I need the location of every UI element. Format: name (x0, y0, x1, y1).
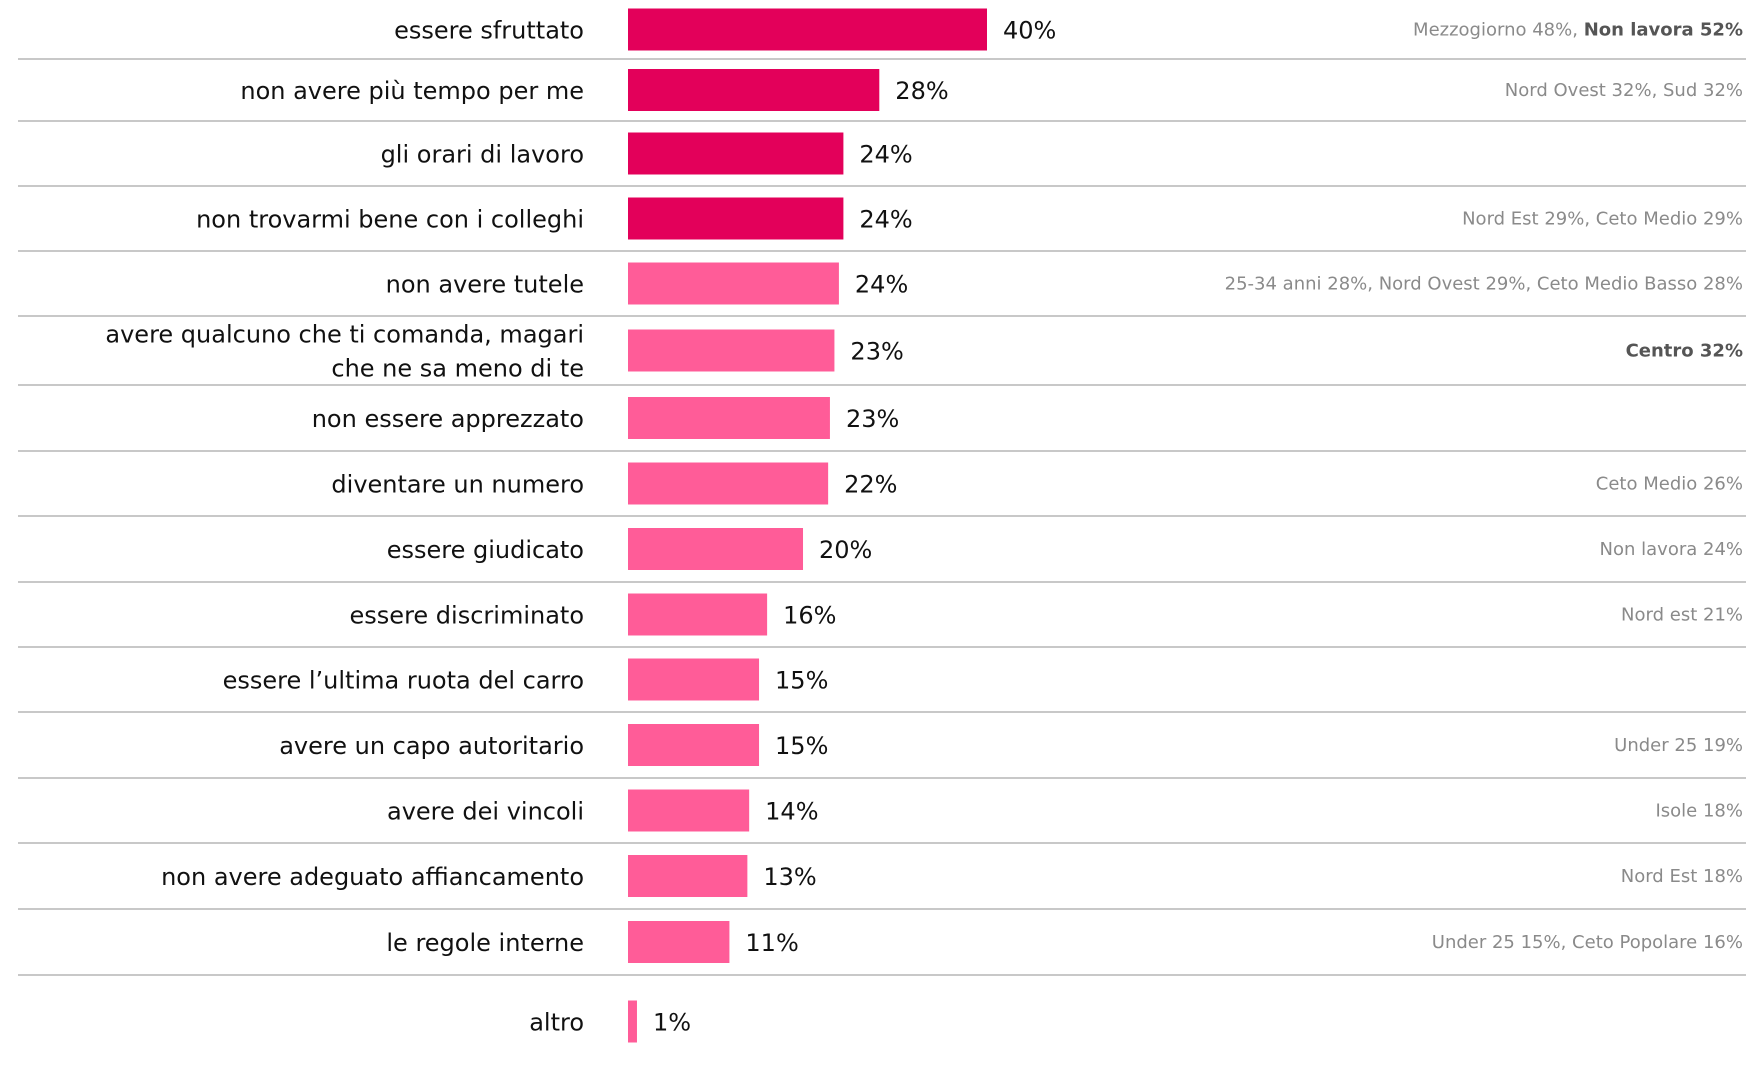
value-label: 13% (763, 863, 816, 891)
segment-note: Nord Est 29%, Ceto Medio 29% (1462, 209, 1743, 230)
category-label: altro (529, 1009, 584, 1037)
category-label: diventare un numero (331, 471, 584, 499)
segment-note-part: Under 25 15%, Ceto Popolare 16% (1432, 932, 1743, 953)
value-label: 22% (844, 471, 897, 499)
category-label: gli orari di lavoro (381, 141, 584, 169)
bar (628, 197, 844, 240)
value-label: 28% (895, 77, 948, 105)
segment-note-part: Isole 18% (1655, 801, 1743, 822)
category-label: essere giudicato (387, 536, 584, 564)
category-label: non trovarmi bene con i colleghi (196, 206, 584, 234)
value-label: 40% (1003, 17, 1056, 45)
segment-note: Non lavora 24% (1600, 539, 1743, 560)
category-label-line: che ne sa meno di te (331, 355, 584, 383)
category-label: essere l’ultima ruota del carro (223, 667, 584, 695)
category-label: non avere più tempo per me (240, 77, 584, 105)
segment-note: Nord est 21% (1621, 605, 1743, 626)
segment-note: Under 25 15%, Ceto Popolare 16% (1432, 932, 1743, 953)
bar (628, 132, 844, 175)
segment-note: Ceto Medio 26% (1596, 474, 1743, 495)
category-label: avere qualcuno che ti comanda, magari che… (105, 321, 584, 383)
segment-note-part: Non lavora 24% (1600, 539, 1743, 560)
segment-note: Nord Est 18% (1621, 866, 1743, 887)
segment-note: Isole 18% (1655, 801, 1743, 822)
bar (628, 593, 768, 636)
value-label: 15% (775, 732, 828, 760)
bar (628, 397, 830, 439)
segment-note: Mezzogiorno 48%, Non lavora 52% (1413, 20, 1743, 41)
category-label: avere un capo autoritario (279, 732, 584, 760)
segment-note-part: Nord Ovest 32%, Sud 32% (1505, 80, 1743, 101)
bar (628, 855, 748, 897)
bar (628, 462, 829, 505)
category-label: essere discriminato (350, 602, 584, 630)
bar (628, 329, 835, 372)
bar (628, 8, 987, 51)
segment-note-part: Centro 32% (1626, 341, 1743, 362)
segment-note-part: 25-34 anni 28%, Nord Ovest 29%, Ceto Med… (1225, 274, 1743, 295)
category-label: non avere adeguato affiancamento (161, 863, 584, 891)
segment-note: Under 25 19% (1614, 735, 1743, 756)
segment-note-part: Ceto Medio 26% (1596, 474, 1743, 495)
category-label: avere dei vincoli (387, 798, 584, 826)
bar (628, 789, 750, 832)
value-label: 23% (850, 338, 903, 366)
bar (628, 69, 880, 111)
value-label: 16% (783, 602, 836, 630)
category-label: non essere apprezzato (312, 405, 584, 433)
segment-note-part: Non lavora 52% (1584, 20, 1743, 41)
value-label: 1% (653, 1009, 691, 1037)
value-label: 11% (745, 929, 798, 957)
bar (628, 528, 804, 570)
segment-note: Nord Ovest 32%, Sud 32% (1505, 80, 1743, 101)
segment-note-part: Under 25 19% (1614, 735, 1743, 756)
value-label: 24% (855, 271, 908, 299)
segment-note-part: Nord Est 18% (1621, 866, 1743, 887)
value-label: 24% (859, 141, 912, 169)
category-label: le regole interne (386, 929, 584, 957)
segment-note: 25-34 anni 28%, Nord Ovest 29%, Ceto Med… (1225, 274, 1743, 295)
value-label: 14% (765, 798, 818, 826)
category-label: non avere tutele (386, 271, 584, 299)
value-label: 15% (775, 667, 828, 695)
category-label-line: avere qualcuno che ti comanda, magari (105, 321, 584, 349)
bar (628, 262, 839, 305)
value-label: 24% (859, 206, 912, 234)
category-label: essere sfruttato (394, 17, 584, 45)
bar (628, 724, 760, 766)
bar (628, 921, 730, 963)
value-label: 20% (819, 536, 872, 564)
value-label: 23% (846, 405, 899, 433)
bar (628, 1000, 637, 1043)
segment-note-part: Mezzogiorno 48%, (1413, 20, 1584, 41)
segment-note-part: Nord Est 29%, Ceto Medio 29% (1462, 209, 1743, 230)
segment-note: Centro 32% (1626, 341, 1743, 362)
segment-note-part: Nord est 21% (1621, 605, 1743, 626)
bar (628, 658, 760, 701)
